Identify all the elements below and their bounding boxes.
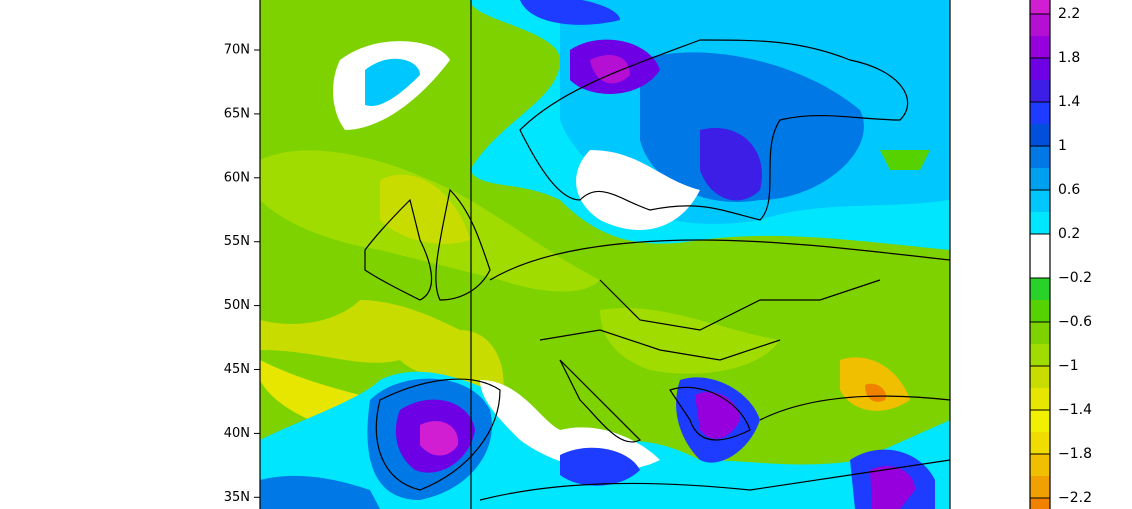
colorbar-label: 0.6	[1058, 182, 1080, 198]
latitude-label: 50N	[224, 298, 250, 313]
colorbar-segment	[1030, 476, 1050, 498]
colorbar-segment	[1030, 234, 1050, 256]
colorbar-segment	[1030, 168, 1050, 190]
latitude-label: 55N	[224, 234, 250, 249]
colorbar-frame	[1029, 0, 1051, 509]
colorbar-label: −0.2	[1058, 270, 1092, 286]
colorbar-label: 2.2	[1058, 6, 1080, 22]
colorbar-segment	[1030, 344, 1050, 366]
colorbar-segment	[1030, 256, 1050, 278]
colorbar-segment	[1030, 190, 1050, 212]
colorbar-label: 1.8	[1058, 50, 1080, 66]
latitude-label: 35N	[224, 490, 250, 505]
colorbar-segment	[1030, 212, 1050, 234]
latitude-label: 70N	[224, 43, 250, 58]
colorbar-segment	[1030, 388, 1050, 410]
colorbar-label: 1	[1058, 138, 1067, 154]
map-frame	[259, 0, 951, 509]
colorbar-segment	[1030, 454, 1050, 476]
latitude-label: 45N	[224, 362, 250, 377]
colorbar-segment	[1030, 300, 1050, 322]
colorbar-segment	[1030, 102, 1050, 124]
colorbar-segment	[1030, 146, 1050, 168]
colorbar-label: −1.4	[1058, 402, 1092, 418]
colorbar-segment	[1030, 278, 1050, 300]
coastlines	[364, 39, 951, 501]
colorbar-segment	[1030, 0, 1050, 14]
colorbar-segment	[1030, 410, 1050, 432]
colorbar-segment	[1030, 366, 1050, 388]
colorbar-label: −0.6	[1058, 314, 1092, 330]
colorbar-segment	[1030, 322, 1050, 344]
colorbar-label: −1	[1058, 358, 1079, 374]
colorbar-segment	[1030, 432, 1050, 454]
colorbar-segment	[1030, 58, 1050, 80]
latitude-label: 40N	[224, 426, 250, 441]
latitude-label: 65N	[224, 106, 250, 121]
colorbar-label: −1.8	[1058, 446, 1092, 462]
latitude-label: 60N	[224, 170, 250, 185]
colorbar-segment	[1030, 498, 1050, 509]
colorbar-label: −2.2	[1058, 490, 1092, 506]
colorbar-label: 1.4	[1058, 94, 1080, 110]
colorbar-label: 0.2	[1058, 226, 1080, 242]
colorbar-segment	[1030, 36, 1050, 58]
colorbar-segment	[1030, 124, 1050, 146]
colorbar-segment	[1030, 80, 1050, 102]
colorbar-segment	[1030, 14, 1050, 36]
